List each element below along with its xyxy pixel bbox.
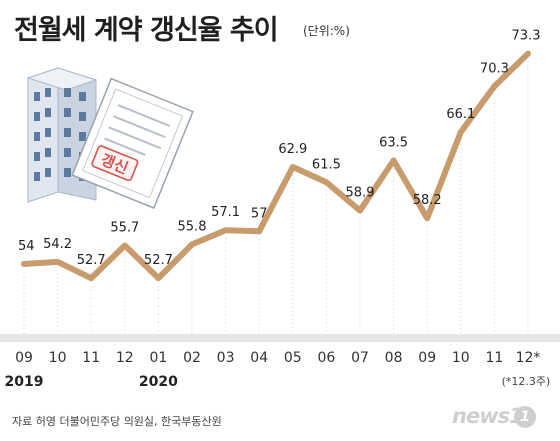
series-line	[21, 50, 531, 282]
year-labels: 2019 2020 (*12.3주)	[5, 374, 551, 390]
vertical-grid	[23, 61, 529, 334]
data-label-10: 58.9	[346, 186, 375, 201]
data-label-7: 57	[251, 206, 268, 221]
x-tick-8: 05	[284, 350, 302, 366]
data-label-1: 54.2	[43, 237, 72, 252]
x-tick-5: 02	[183, 350, 201, 366]
series-line-path	[21, 50, 531, 282]
data-label-12: 58.2	[413, 193, 442, 208]
x-tick-0: 09	[15, 350, 33, 366]
x-tick-1: 10	[49, 350, 67, 366]
x-tick-9: 06	[317, 350, 335, 366]
building-contract-illustration: 갱신	[26, 67, 194, 210]
data-label-8: 62.9	[278, 142, 307, 157]
x-tick-12: 09	[418, 350, 436, 366]
source-note: 자료 허영 더불어민주당 의원실, 한국부동산원	[12, 415, 222, 428]
x-tick-7: 04	[250, 350, 268, 366]
data-label-14: 70.3	[480, 61, 509, 76]
x-axis-ticks: 09 10 11 12 01 02 03 04 05 06 07 08 09 10 11 12*	[15, 350, 540, 366]
data-label-3: 55.7	[110, 220, 139, 235]
x-tick-4: 01	[149, 350, 167, 366]
data-label-2: 52.7	[77, 253, 106, 268]
x-tick-11: 08	[385, 350, 403, 366]
x-tick-10: 07	[351, 350, 369, 366]
data-label-9: 61.5	[312, 157, 341, 172]
data-label-13: 66.1	[446, 107, 475, 122]
data-label-4: 52.7	[144, 253, 173, 268]
x-tick-3: 12	[116, 350, 134, 366]
data-label-5: 55.8	[178, 219, 207, 234]
x-tick-2: 11	[82, 350, 100, 366]
unit-label: (단위:%)	[303, 24, 350, 38]
x-tick-14: 11	[485, 350, 503, 366]
logo-mark-icon: 1	[514, 406, 536, 428]
data-label-15: 73.3	[512, 29, 541, 44]
logo-text: news1	[452, 404, 524, 428]
year-label-1: 2020	[139, 374, 178, 390]
x-tick-6: 03	[217, 350, 235, 366]
page-title: 전월세 계약 갱신율 추이	[14, 15, 279, 46]
x-tick-15: 12*	[516, 350, 541, 366]
data-label-11: 63.5	[379, 135, 408, 150]
x-tick-13: 10	[452, 350, 470, 366]
year-label-0: 2019	[5, 374, 44, 390]
x-axis-band	[0, 334, 560, 342]
footnote-label: (*12.3주)	[502, 375, 551, 388]
news1-logo: news1 1	[452, 404, 552, 430]
data-label-6: 57.1	[211, 205, 240, 220]
data-label-0: 54	[18, 239, 35, 254]
data-labels: 54 54.2 52.7 55.7 52.7 55.8 57.1 57 62.9 61.5 58.9…	[18, 29, 540, 269]
